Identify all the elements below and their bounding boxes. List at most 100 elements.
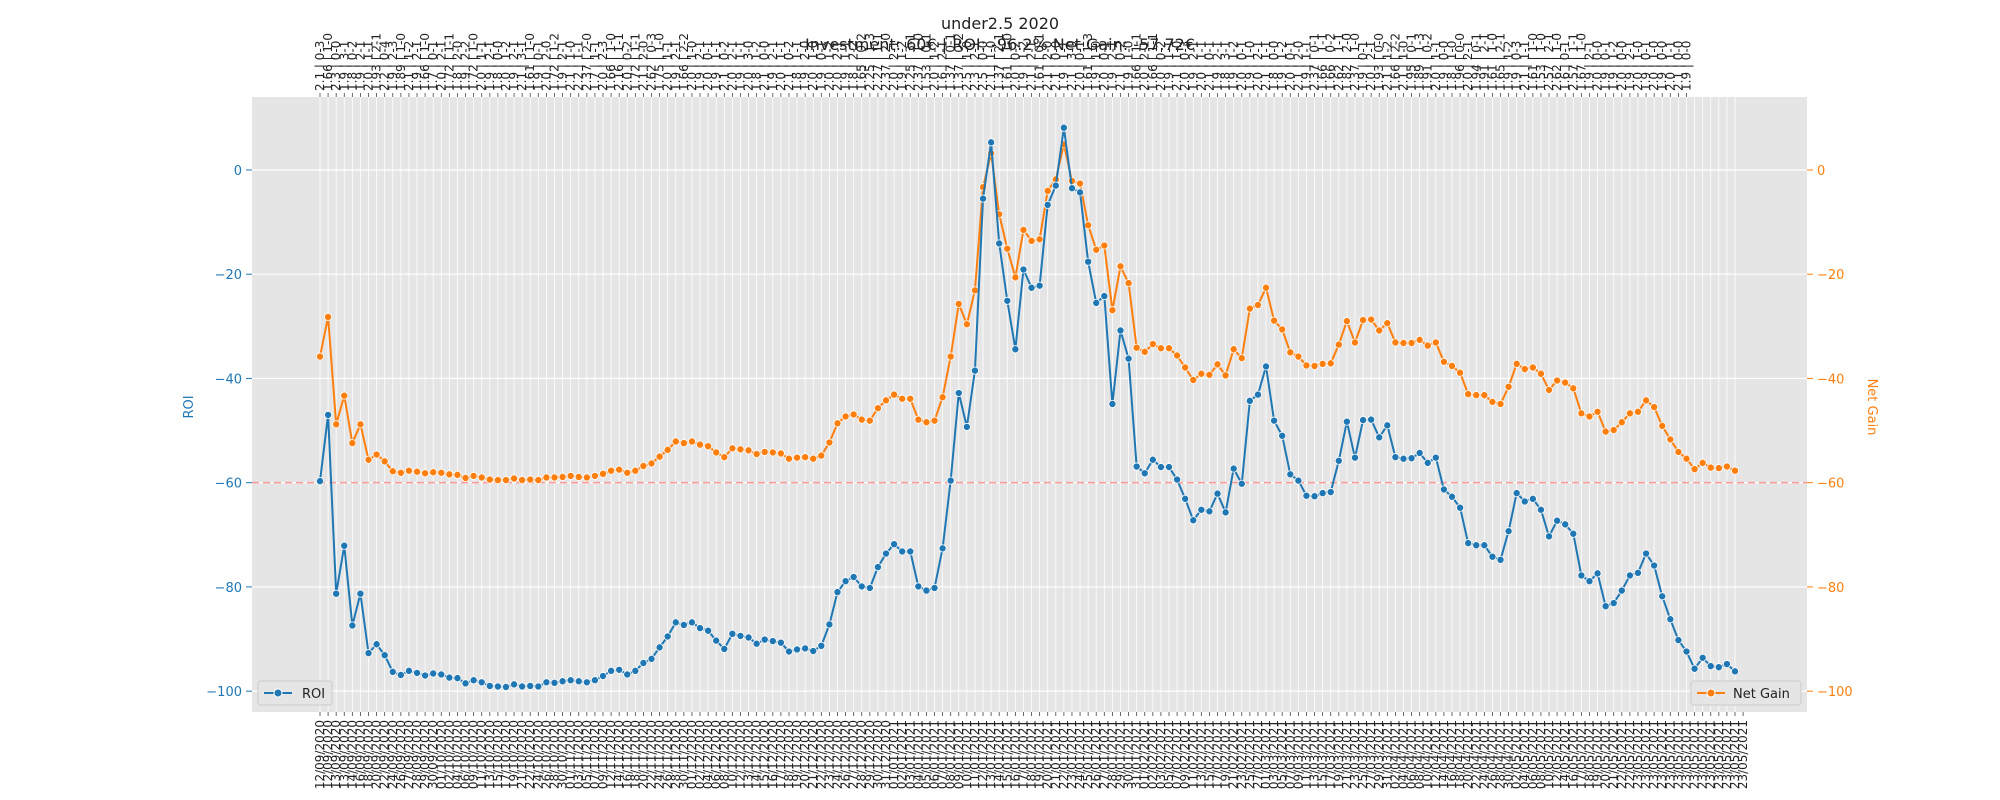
series-point-net-gain xyxy=(1334,340,1343,349)
series-point-roi xyxy=(938,544,947,553)
series-point-net-gain xyxy=(914,415,923,424)
series-point-roi xyxy=(1237,479,1246,488)
series-point-roi xyxy=(1100,292,1109,301)
left-tick-label: −80 xyxy=(215,581,242,596)
series-point-net-gain xyxy=(760,447,769,456)
series-point-roi xyxy=(469,676,478,685)
top-tick-label: 2.5 | 1-0 xyxy=(960,41,974,91)
top-tick-label: 2.37 | 0-1 xyxy=(1308,33,1322,91)
series-point-net-gain xyxy=(1601,427,1610,436)
top-tick-label: 1.61 | 1-3 xyxy=(1081,33,1095,91)
x-tick-label: 06/10/2020 xyxy=(459,720,473,789)
series-point-roi xyxy=(510,680,519,689)
series-point-roi xyxy=(1229,464,1238,473)
top-tick-label: 1.65 | 0-2 xyxy=(855,33,869,91)
series-point-net-gain xyxy=(1553,376,1562,385)
top-tick-label: 2.1 | 0-1 xyxy=(1202,41,1216,91)
x-tick-label: 31/12/2020 xyxy=(879,720,893,789)
top-tick-label: 2.0 | 1-1 xyxy=(475,41,489,91)
series-point-net-gain xyxy=(1310,361,1319,370)
x-tick-label: 12/11/2020 xyxy=(604,720,618,789)
top-tick-label: 1.9 | 2-1 xyxy=(1211,41,1225,91)
series-point-roi xyxy=(1165,463,1174,472)
x-tick-label: 22/09/2020 xyxy=(378,720,392,789)
series-point-roi xyxy=(954,389,963,398)
series-point-roi xyxy=(631,666,640,675)
series-point-net-gain xyxy=(1100,241,1109,250)
series-point-net-gain xyxy=(696,440,705,449)
x-tick-label: 06/05/2021 xyxy=(1526,720,1540,789)
series-point-roi xyxy=(1553,516,1562,525)
x-tick-label: 18/11/2020 xyxy=(628,720,642,789)
series-point-roi xyxy=(1545,532,1554,541)
series-point-roi xyxy=(647,654,656,663)
series-point-roi xyxy=(1116,326,1125,335)
top-tick-label: 1.37 | 0-1 xyxy=(944,33,958,91)
series-point-roi xyxy=(477,678,486,687)
x-tick-label: 21/12/2020 xyxy=(806,720,820,789)
series-point-net-gain xyxy=(1722,462,1731,471)
series-point-net-gain xyxy=(380,457,389,466)
x-tick-label: 08/05/2021 xyxy=(1534,720,1548,789)
series-point-net-gain xyxy=(1698,458,1707,467)
x-tick-label: 17/12/2020 xyxy=(774,720,788,789)
series-point-roi xyxy=(882,549,891,558)
x-tick-label: 14/01/2021 xyxy=(992,720,1006,789)
series-point-roi xyxy=(315,477,324,486)
x-tick-label: 28/01/2021 xyxy=(1105,720,1119,789)
chart-title: under2.5 2020 xyxy=(941,14,1059,33)
series-point-net-gain xyxy=(1221,371,1230,380)
x-tick-label: 24/12/2020 xyxy=(830,720,844,789)
top-tick-label: 1.53 | 1-0 xyxy=(1534,33,1548,91)
top-tick-label: 2.0 | 1-0 xyxy=(806,41,820,91)
x-tick-label: 04/01/2021 xyxy=(911,720,925,789)
series-point-roi xyxy=(663,632,672,641)
x-tick-label: 01/11/2020 xyxy=(564,720,578,789)
series-point-net-gain xyxy=(1375,326,1384,335)
series-point-net-gain xyxy=(663,445,672,454)
top-tick-label: 1.9 | 2-1 xyxy=(507,41,521,91)
x-tick-label: 09/03/2021 xyxy=(1291,720,1305,789)
series-point-roi xyxy=(1132,462,1141,471)
series-point-net-gain xyxy=(1342,317,1351,326)
series-point-roi xyxy=(485,681,494,690)
series-point-net-gain xyxy=(631,466,640,475)
series-point-net-gain xyxy=(526,475,535,484)
series-point-net-gain xyxy=(437,468,446,477)
top-tick-label: 1.9 | 1-1 xyxy=(1057,41,1071,91)
series-point-net-gain xyxy=(315,352,324,361)
top-tick-label: 2.0 | 0-2 xyxy=(620,41,634,91)
top-tick-label: 2.0 | 2-1 xyxy=(1138,41,1152,91)
left-tick-label: 0 xyxy=(234,164,242,179)
series-point-net-gain xyxy=(1011,273,1020,282)
series-point-net-gain xyxy=(1545,385,1554,394)
top-tick-label: 1.95 | 0-1 xyxy=(1405,33,1419,91)
x-tick-label: 10/12/2020 xyxy=(725,720,739,789)
series-point-net-gain xyxy=(1205,370,1214,379)
series-point-roi xyxy=(1140,469,1149,478)
series-point-roi xyxy=(696,624,705,633)
series-point-net-gain xyxy=(679,439,688,448)
top-tick-label: 1.65 | 2-1 xyxy=(1494,33,1508,91)
top-tick-label: 1.8 | 0-0 xyxy=(1267,41,1281,91)
series-point-roi xyxy=(1213,489,1222,498)
series-point-roi xyxy=(736,631,745,640)
right-tick-label: 0 xyxy=(1817,164,1825,179)
series-point-net-gain xyxy=(1399,338,1408,347)
top-tick-label: 1.9 | 0-3 xyxy=(1510,41,1524,91)
x-tick-label: 11/02/2021 xyxy=(1186,720,1200,789)
series-point-net-gain xyxy=(534,476,543,485)
x-tick-label: 24/09/2020 xyxy=(386,720,400,789)
series-point-roi xyxy=(1092,298,1101,307)
x-tick-label: 16/12/2020 xyxy=(766,720,780,789)
series-point-net-gain xyxy=(1294,352,1303,361)
series-point-roi xyxy=(1076,188,1085,197)
top-tick-label: 1.7 | 1-1 xyxy=(588,41,602,91)
grid xyxy=(252,97,1807,712)
series-point-net-gain xyxy=(1633,407,1642,416)
series-point-net-gain xyxy=(1504,382,1513,391)
x-tick-label: 14/12/2020 xyxy=(750,720,764,789)
right-tick-label: −20 xyxy=(1817,268,1844,283)
series-point-roi xyxy=(356,589,365,598)
series-point-net-gain xyxy=(1359,316,1368,325)
